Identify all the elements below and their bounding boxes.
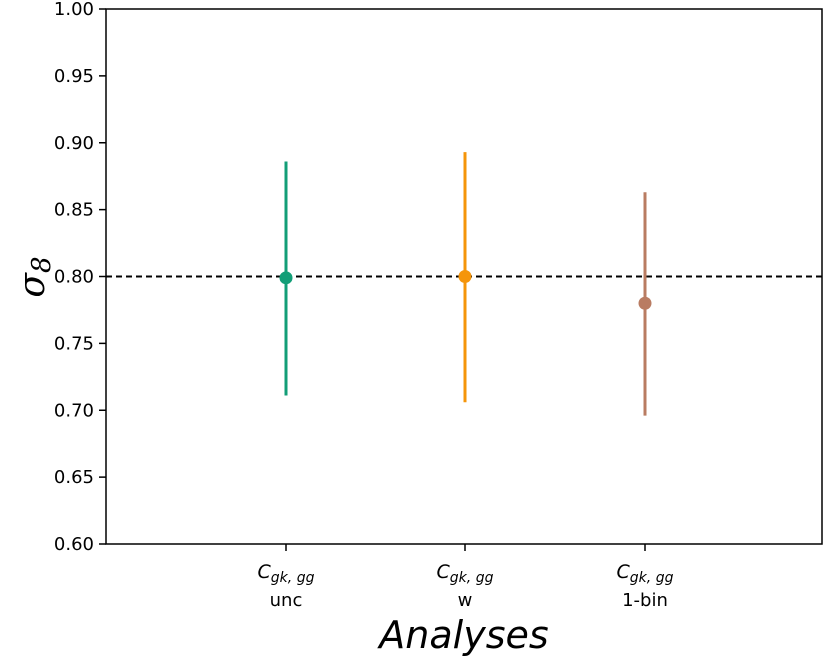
y-axis-label: σ8 bbox=[12, 256, 57, 297]
y-tick-label: 0.60 bbox=[54, 534, 94, 555]
data-point bbox=[458, 270, 472, 283]
y-tick-label: 0.75 bbox=[54, 333, 94, 354]
y-tick-label: 0.65 bbox=[54, 467, 94, 488]
x-tick-label-sub: unc bbox=[270, 590, 303, 611]
x-tick-label-sub: w bbox=[458, 590, 473, 611]
y-tick-label: 0.70 bbox=[54, 400, 94, 421]
x-tick-label-main: Cgk, gg bbox=[258, 561, 315, 586]
y-axis: 0.60 0.65 0.70 0.75 0.80 0.85 0.90 0.95 1.00 bbox=[54, 0, 106, 555]
x-tick-label-symbol: C bbox=[617, 561, 631, 583]
x-axis-label: Analyses bbox=[376, 613, 548, 657]
data-point bbox=[638, 296, 652, 310]
x-tick-label-subscript: gk, gg bbox=[271, 570, 315, 586]
x-tick-label-main: Cgk, gg bbox=[437, 561, 494, 586]
x-tick-label-subscript: gk, gg bbox=[630, 570, 674, 586]
y-tick-label: 0.85 bbox=[54, 200, 94, 221]
y-axis-label-symbol: σ bbox=[12, 272, 53, 298]
x-tick-label-subscript: gk, gg bbox=[450, 570, 494, 586]
x-tick-label-symbol: C bbox=[258, 561, 272, 583]
data-points bbox=[279, 152, 652, 416]
x-tick-label-symbol: C bbox=[437, 561, 451, 583]
y-axis-label-subscript: 8 bbox=[27, 256, 57, 273]
y-tick-label: 0.90 bbox=[54, 133, 94, 154]
x-tick-label-main: Cgk, gg bbox=[617, 561, 674, 586]
y-tick-label: 1.00 bbox=[54, 0, 94, 20]
x-tick-label-sub: 1-bin bbox=[622, 590, 668, 611]
y-tick-label: 0.95 bbox=[54, 66, 94, 87]
data-point bbox=[279, 271, 293, 285]
y-tick-label: 0.80 bbox=[54, 267, 94, 288]
